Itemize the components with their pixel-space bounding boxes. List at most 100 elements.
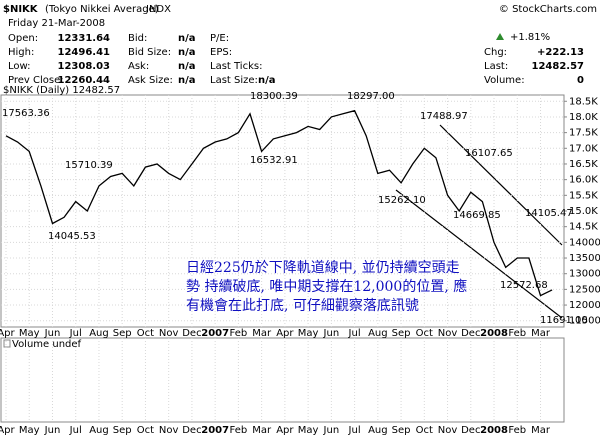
x-tick-label: 2007: [201, 328, 229, 339]
annotation: 17488.97: [420, 111, 468, 122]
y-tick-label: 13000: [569, 269, 600, 280]
field-value: n/a: [178, 75, 196, 86]
annotation: 16532.91: [250, 155, 298, 166]
x-tick-label: Dec: [461, 328, 480, 339]
field-value: 12308.03: [57, 61, 110, 72]
field-value: n/a: [178, 47, 196, 58]
comment: 日經225仍於下降軌道線中, 並仍持續空頭走: [186, 260, 460, 276]
x-tick-label: Jun: [323, 328, 340, 339]
x-tick-label: Nov: [159, 328, 179, 339]
up-arrow: [496, 33, 504, 40]
x-tick-label: Feb: [508, 328, 526, 339]
y-tick-label: 16.5K: [569, 159, 598, 170]
x-tick-label: Jul: [348, 425, 361, 436]
volume-panel: [0, 337, 565, 423]
x-tick-label: Jul: [69, 425, 82, 436]
y-tick-label: 16.0K: [569, 175, 598, 186]
name: (Tokyo Nikkei Average): [45, 4, 159, 15]
lower-trend-line: [395, 189, 563, 319]
field-label: EPS:: [210, 47, 232, 58]
annotation: 15710.39: [65, 160, 113, 171]
field-label: Ask Size:: [128, 75, 173, 86]
x-tick-label: Sep: [392, 328, 411, 339]
x-tick-label: Jun: [323, 425, 340, 436]
field-label: Last Size:: [210, 75, 258, 86]
price-line: [5, 109, 553, 297]
change-pct: +1.81%: [510, 32, 550, 43]
x-tick-label: Apr: [0, 425, 16, 436]
x-tick-label: May: [298, 425, 319, 436]
annotation: 14669.85: [453, 210, 501, 221]
volume-label: Volume undef: [12, 339, 82, 350]
y-tick-label: 18.5K: [569, 96, 598, 107]
y-tick-label: 17.0K: [569, 143, 598, 154]
x-tick-label: Sep: [392, 425, 411, 436]
x-tick-label: Jun: [44, 425, 61, 436]
annotation: 18297.00: [347, 91, 395, 102]
x-tick-label: Jul: [69, 328, 82, 339]
x-tick-label: May: [298, 328, 319, 339]
exchange: INDX: [146, 4, 171, 15]
x-tick-label: Dec: [182, 328, 201, 339]
x-tick-label: Sep: [113, 425, 132, 436]
field-value: 12496.41: [57, 47, 110, 58]
x-tick-label: Apr: [276, 328, 294, 339]
x-tick-label: Aug: [89, 425, 109, 436]
field-label: Last:: [484, 61, 508, 72]
x-tick-label: Dec: [461, 425, 480, 436]
field-label: Bid:: [128, 33, 147, 44]
annotation: 16107.65: [465, 148, 513, 159]
field-value: 12482.57: [531, 61, 584, 72]
annotation: 14045.53: [48, 231, 96, 242]
x-tick-label: Mar: [531, 328, 551, 339]
comment: 有機會在此打底, 可仔細觀察落底訊號: [186, 297, 419, 314]
y-tick-label: 11500: [569, 316, 600, 327]
field-label: Low:: [8, 61, 31, 72]
field-value: +222.13: [537, 47, 584, 58]
x-tick-label: Feb: [230, 425, 248, 436]
annotation: 15262.10: [378, 195, 426, 206]
x-tick-label: Feb: [508, 425, 526, 436]
field-value: n/a: [178, 61, 196, 72]
x-tick-label: Mar: [252, 425, 272, 436]
comment: 勢 持續破底, 唯中期支撐在12,000的位置, 應: [186, 278, 467, 295]
y-tick-label: 14.5K: [569, 222, 598, 233]
symbol: $NIKK: [3, 4, 39, 15]
x-tick-label: Nov: [438, 425, 458, 436]
x-tick-label: Aug: [368, 328, 388, 339]
x-tick-label: 2008: [480, 328, 508, 339]
annotation: 17563.36: [2, 108, 50, 119]
field-label: Bid Size:: [128, 47, 171, 58]
y-tick-label: 17.5K: [569, 128, 598, 139]
field-label: Volume:: [484, 75, 525, 86]
field-label: Ask:: [128, 61, 149, 72]
y-tick-label: 12500: [569, 284, 600, 295]
y-tick-label: 15.0K: [569, 206, 598, 217]
field-label: P/E:: [210, 33, 229, 44]
y-tick-label: 14000: [569, 237, 600, 248]
x-tick-label: Sep: [113, 328, 132, 339]
date: Friday 21-Mar-2008: [8, 18, 105, 29]
y-tick-label: 13500: [569, 253, 600, 264]
annotation: 11691.00: [540, 315, 588, 326]
price-label: $NIKK (Daily) 12482.57: [3, 85, 120, 96]
x-tick-label: 2007: [201, 425, 229, 436]
x-tick-label: Jun: [44, 328, 61, 339]
x-tick-label: Oct: [416, 328, 433, 339]
x-tick-label: Aug: [368, 425, 388, 436]
x-tick-label: Mar: [531, 425, 551, 436]
x-tick-label: Oct: [416, 425, 433, 436]
field-label: High:: [8, 47, 34, 58]
x-tick-label: Oct: [137, 328, 154, 339]
annotation: 14105.47: [525, 208, 573, 219]
x-tick-label: May: [19, 328, 40, 339]
x-tick-label: May: [19, 425, 40, 436]
field-value: 0: [577, 75, 584, 86]
field-value: 12260.44: [57, 75, 110, 86]
x-tick-label: Apr: [0, 328, 16, 339]
annotation: 18300.39: [250, 91, 298, 102]
upper-trend-line: [439, 124, 563, 246]
field-label: Open:: [8, 33, 38, 44]
x-tick-label: Jul: [348, 328, 361, 339]
